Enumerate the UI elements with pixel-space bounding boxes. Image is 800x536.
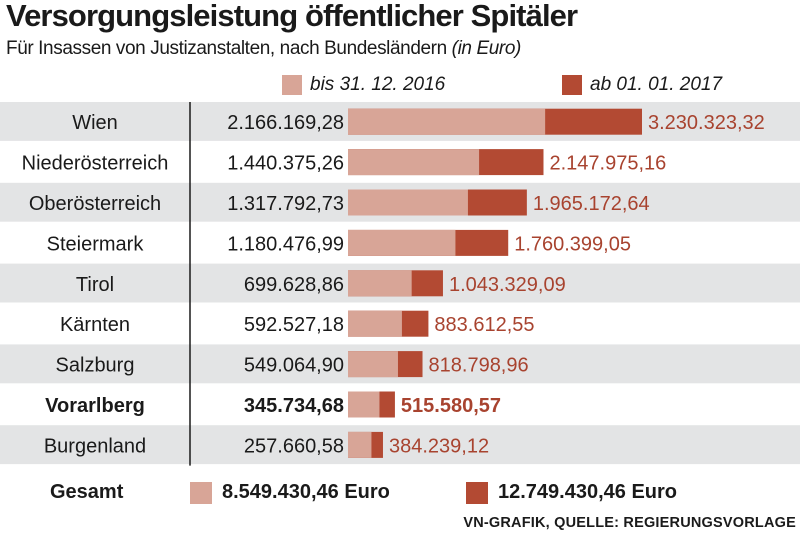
value-label-2016: 1.440.375,26 (227, 153, 344, 175)
category-label: Niederösterreich (22, 153, 169, 175)
legend-label-2017: ab 01. 01. 2017 (590, 74, 723, 95)
category-label: Oberösterreich (29, 193, 161, 215)
bar-2016 (348, 310, 402, 337)
bar-2016 (348, 391, 380, 418)
total-2017: 12.749.430,46 Euro (466, 481, 677, 504)
category-label: Salzburg (56, 355, 135, 377)
source-note: VN-GRAFIK, QUELLE: REGIERUNGSVORLAGE (463, 515, 796, 531)
value-label-2016: 1.317.792,73 (227, 193, 344, 215)
total-2016: 8.549.430,46 Euro (190, 481, 390, 504)
legend-swatch-2017 (562, 75, 582, 95)
total-swatch-2017 (466, 481, 488, 504)
bar-2016 (348, 431, 372, 458)
value-label-2016: 1.180.476,99 (227, 233, 344, 255)
value-label-2017: 3.230.323,32 (648, 112, 765, 134)
category-label: Wien (72, 112, 118, 134)
category-label: Vorarlberg (45, 395, 145, 417)
category-label: Steiermark (47, 233, 145, 255)
value-label-2016: 549.064,90 (244, 355, 344, 377)
legend-item-2017: ab 01. 01. 2017 (562, 74, 722, 96)
category-label: Tirol (76, 274, 114, 296)
value-label-2017: 2.147.975,16 (549, 153, 666, 175)
unit-label: (in Euro) (451, 38, 522, 59)
bar-2016 (348, 149, 480, 176)
value-label-2017: 515.580,57 (401, 395, 501, 417)
chart-subtitle: Für Insassen von Justizanstalten, nach B… (6, 38, 521, 60)
subtitle-text: Für Insassen von Justizanstalten, nach B… (6, 38, 447, 59)
legend-label-2016: bis 31. 12. 2016 (310, 74, 446, 95)
value-label-2016: 2.166.169,28 (227, 112, 344, 134)
value-label-2016: 699.628,86 (244, 274, 344, 296)
totals-label: Gesamt (50, 481, 124, 503)
category-label: Burgenland (44, 435, 146, 457)
bar-2016 (348, 229, 456, 256)
value-label-2017: 883.612,55 (434, 314, 534, 336)
totals-row: Gesamt 8.549.430,46 Euro 12.749.430,46 E… (0, 476, 800, 510)
value-label-2017: 384.239,12 (389, 435, 489, 457)
bar-2016 (348, 108, 546, 135)
row-shade (0, 425, 800, 465)
value-label-2017: 1.043.329,09 (449, 274, 566, 296)
chart-title: Versorgungsleistung öffentlicher Spitäle… (6, 0, 578, 33)
category-label: Kärnten (60, 314, 130, 336)
bar-chart: Wien 2.166.169,28 3.230.323,32 Niederösterr… (0, 102, 800, 466)
value-label-2016: 592.527,18 (244, 314, 344, 336)
total-swatch-2016 (190, 481, 212, 504)
bar-2016 (348, 351, 398, 378)
bar-2016 (348, 189, 468, 216)
value-label-2016: 345.734,68 (244, 395, 344, 417)
value-label-2017: 1.760.399,05 (514, 233, 631, 255)
legend-item-2016: bis 31. 12. 2016 (282, 74, 445, 96)
value-label-2016: 257.660,58 (244, 435, 344, 457)
total-value-2016: 8.549.430,46 Euro (222, 481, 390, 503)
total-value-2017: 12.749.430,46 Euro (498, 481, 678, 503)
bar-2016 (348, 270, 412, 297)
value-label-2017: 818.798,96 (429, 355, 529, 377)
value-label-2017: 1.965.172,64 (533, 193, 650, 215)
legend-swatch-2016 (282, 75, 302, 95)
